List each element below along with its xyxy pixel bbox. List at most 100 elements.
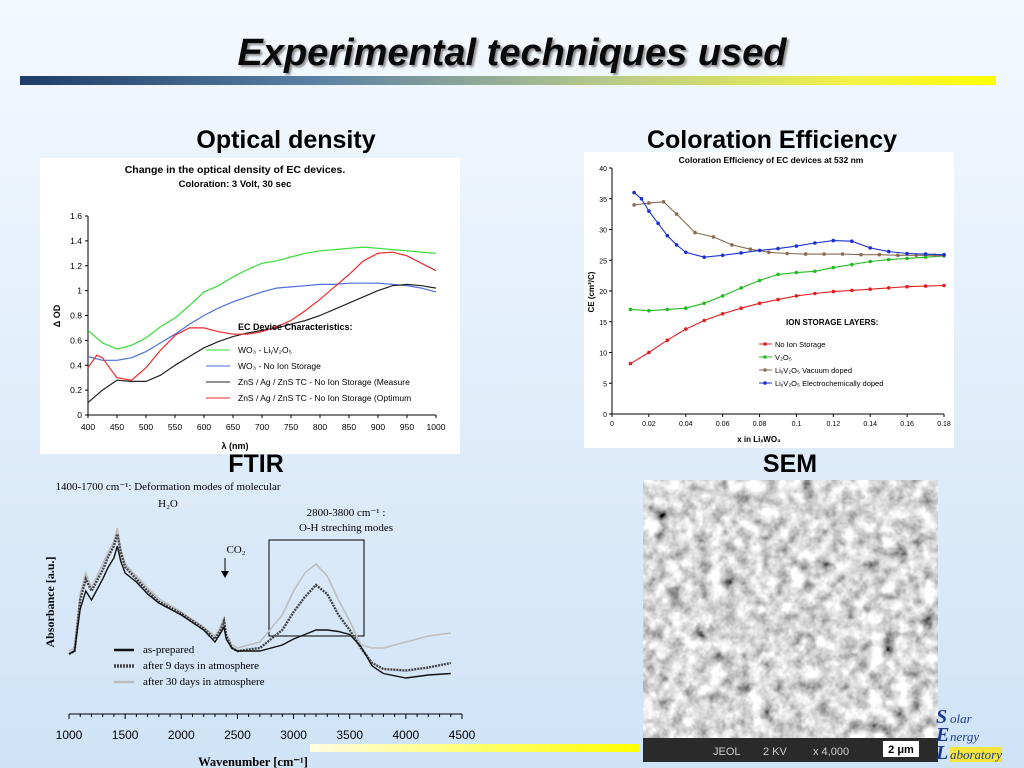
x-tick-label: 700 bbox=[255, 422, 269, 432]
data-point bbox=[665, 338, 670, 342]
sem-info-voltage: 2 KV bbox=[763, 746, 788, 758]
data-point bbox=[739, 286, 743, 290]
data-point bbox=[702, 301, 706, 306]
x-tick-label: 0.16 bbox=[900, 421, 914, 428]
data-point bbox=[628, 307, 633, 312]
data-point bbox=[942, 252, 946, 257]
optical-density-chart: Change in the optical density of EC devi… bbox=[40, 158, 460, 454]
y-tick-label: 40 bbox=[599, 166, 607, 173]
sem-scale-bar-label: 2 μm bbox=[888, 744, 914, 756]
data-point bbox=[794, 270, 799, 275]
data-point bbox=[739, 251, 743, 255]
data-point bbox=[632, 190, 636, 195]
data-point bbox=[813, 269, 817, 274]
x-tick-label: 400 bbox=[81, 422, 95, 432]
data-point bbox=[896, 253, 900, 258]
y-tick-label: 0 bbox=[77, 410, 82, 420]
series-line bbox=[87, 246, 437, 350]
data-point bbox=[905, 284, 909, 289]
data-point bbox=[803, 252, 808, 256]
x-tick-label: 600 bbox=[197, 422, 211, 432]
chart-subtitle: Coloration: 3 Volt, 30 sec bbox=[179, 179, 292, 190]
data-point bbox=[684, 250, 688, 255]
sem-info-microscope: JEOL bbox=[713, 746, 741, 758]
footer-accent-bar bbox=[310, 744, 640, 752]
x-tick-label: 950 bbox=[400, 422, 414, 432]
y-tick-label: 0.6 bbox=[70, 335, 82, 345]
chart-legend: as-prepared after 9 days in atmosphere a… bbox=[114, 644, 265, 688]
section-title-coloration-efficiency: Coloration Efficiency bbox=[646, 126, 898, 154]
x-tick-label: 1500 bbox=[112, 728, 139, 742]
series-line bbox=[68, 527, 451, 652]
x-axis-label: x in LiₓWO₃ bbox=[737, 435, 781, 444]
data-point bbox=[813, 241, 817, 245]
y-tick-label: 25 bbox=[599, 258, 607, 265]
section-title-sem: SEM bbox=[762, 450, 818, 478]
legend-item: WO₃ - LiᵧV₂O₅ bbox=[238, 345, 292, 355]
legend-marker bbox=[763, 342, 767, 346]
x-tick-label: 1000 bbox=[427, 422, 446, 432]
data-point bbox=[794, 294, 799, 298]
data-point bbox=[923, 255, 928, 259]
x-axis-label: Wavenumber [cm⁻¹] bbox=[198, 755, 308, 768]
series-line bbox=[87, 283, 437, 404]
logo-cap: L bbox=[936, 742, 949, 764]
legend-item: as-prepared bbox=[143, 644, 195, 656]
y-tick-label: 1 bbox=[77, 286, 82, 296]
section-title-ftir: FTIR bbox=[228, 450, 284, 478]
data-point bbox=[914, 253, 919, 258]
section-title-optical-density: Optical density bbox=[196, 126, 376, 154]
series-line bbox=[87, 282, 437, 361]
x-axis-label: λ (nm) bbox=[222, 441, 249, 451]
data-point bbox=[850, 262, 854, 267]
x-tick-label: 750 bbox=[284, 422, 298, 432]
legend-item: ZnS / Ag / ZnS TC - No Ion Storage (Opti… bbox=[238, 393, 411, 403]
y-tick-label: 35 bbox=[599, 197, 607, 204]
data-point bbox=[767, 250, 771, 255]
x-tick-label: 650 bbox=[226, 422, 240, 432]
data-point bbox=[656, 221, 660, 226]
logo-word: olar bbox=[950, 711, 972, 726]
chart-background bbox=[584, 152, 954, 448]
data-point bbox=[702, 318, 706, 323]
data-point bbox=[868, 259, 872, 264]
y-tick-label: 30 bbox=[599, 228, 607, 235]
data-point bbox=[674, 212, 679, 216]
annotation-h2o: H₂O bbox=[158, 498, 178, 510]
data-point bbox=[665, 307, 670, 312]
data-point bbox=[850, 288, 854, 293]
data-point bbox=[757, 301, 762, 306]
legend-item: V₂O₅ bbox=[775, 353, 792, 362]
y-tick-label: 1.4 bbox=[70, 236, 82, 246]
x-tick-label: 0 bbox=[610, 421, 614, 428]
legend-item: WO₃ - No Ion Storage bbox=[238, 361, 321, 371]
data-point bbox=[711, 235, 716, 239]
data-point bbox=[868, 287, 872, 291]
sem-scale-bar-box bbox=[883, 741, 919, 757]
x-tick-label: 900 bbox=[371, 422, 385, 432]
x-tick-label: 2000 bbox=[168, 728, 195, 742]
annotation-oh-range: 2800-3800 cm⁻¹ : bbox=[307, 507, 386, 519]
title-divider bbox=[20, 76, 996, 85]
logo-word: nergy bbox=[950, 729, 980, 744]
data-point bbox=[785, 251, 789, 256]
y-tick-label: 0 bbox=[603, 412, 607, 419]
legend-title: EC Device Characteristics: bbox=[238, 322, 353, 332]
x-tick-label: 2500 bbox=[224, 728, 251, 742]
data-point bbox=[720, 312, 725, 316]
data-point bbox=[794, 244, 799, 248]
y-tick-label: 0.8 bbox=[70, 311, 82, 321]
x-tick-label: 0.02 bbox=[642, 421, 656, 428]
series-line bbox=[630, 284, 945, 365]
data-point bbox=[923, 252, 928, 256]
data-point bbox=[720, 294, 725, 298]
sem-info-magnification: x 4,000 bbox=[813, 746, 849, 758]
data-point bbox=[730, 243, 734, 247]
data-point bbox=[868, 246, 872, 250]
x-tick-label: 850 bbox=[342, 422, 356, 432]
series-line bbox=[87, 251, 437, 381]
y-tick-label: 5 bbox=[603, 381, 607, 388]
data-point bbox=[748, 247, 753, 251]
